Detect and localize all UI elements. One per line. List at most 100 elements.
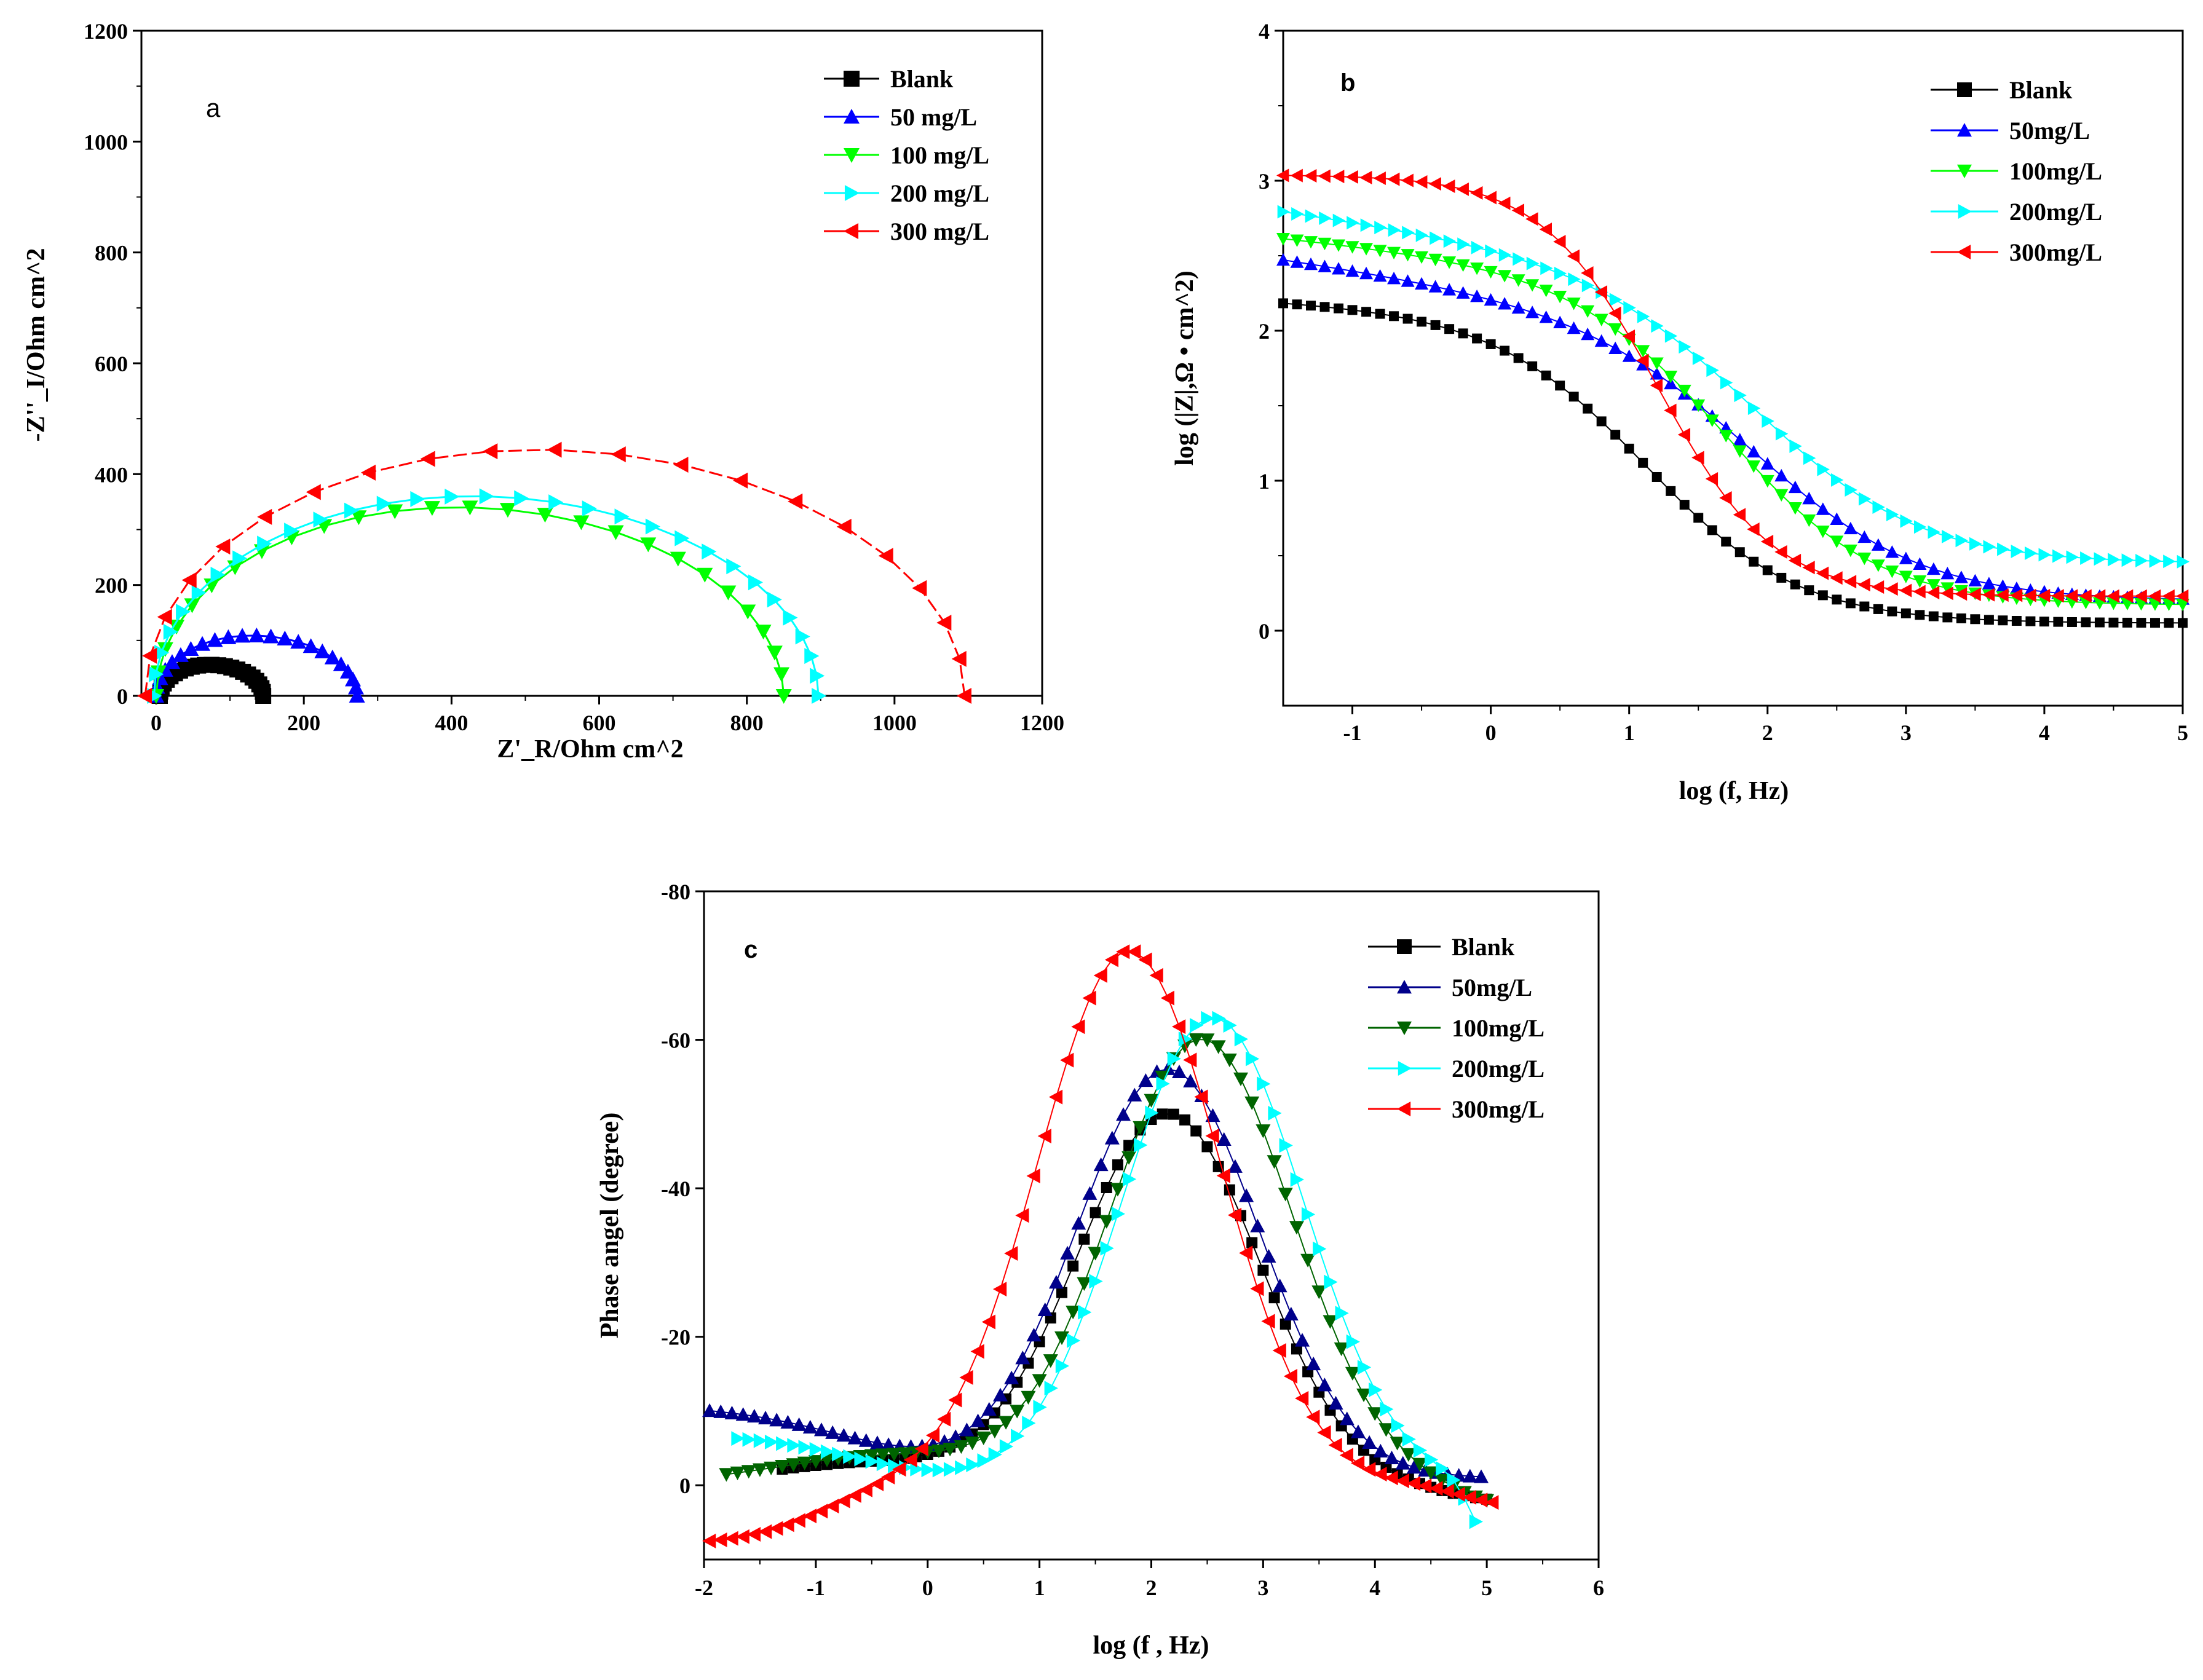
data-point-200-mg-l [726, 558, 742, 575]
legend-marker-50-mg-l [844, 109, 860, 124]
data-point-300-mg-l [306, 484, 321, 500]
data-point-blank [1190, 1125, 1202, 1137]
data-point-200-mg-l [582, 500, 597, 517]
data-point-200mg-l [988, 1447, 1002, 1462]
data-point-blank [1319, 302, 1330, 312]
data-point-100-mg-l [462, 500, 478, 516]
data-point-300mg-l [1104, 952, 1119, 968]
data-point-200-mg-l [810, 668, 825, 684]
x-tick-label: -2 [695, 1575, 713, 1600]
data-point-200mg-l [832, 1446, 846, 1462]
data-point-blank [1970, 614, 1980, 625]
data-point-300-mg-l [483, 443, 498, 460]
data-point-200mg-l [843, 1449, 857, 1464]
y-tick-label: -20 [661, 1325, 690, 1350]
data-point-200mg-l [1357, 1360, 1372, 1375]
data-point-200mg-l [865, 1454, 879, 1469]
data-point-300mg-l [1539, 223, 1552, 237]
data-point-300mg-l [1071, 1019, 1085, 1035]
data-point-100mg-l [1691, 399, 1706, 412]
data-point-200-mg-l [257, 535, 272, 552]
data-point-blank [255, 688, 272, 704]
data-point-200mg-l [1324, 1274, 1338, 1290]
data-point-300mg-l [1442, 179, 1455, 193]
data-point-200-mg-l [163, 623, 178, 640]
data-point-blank [2122, 617, 2132, 628]
data-point-100mg-l [1401, 1448, 1416, 1462]
legend-marker-blank [844, 71, 860, 87]
data-point-50mg-l [1283, 1306, 1299, 1321]
data-point-50mg-l [1484, 293, 1498, 306]
data-point-50mg-l [1650, 367, 1664, 380]
data-point-200mg-l [1234, 1031, 1248, 1047]
data-point-300mg-l [2065, 589, 2078, 603]
data-point-200mg-l [2094, 552, 2106, 566]
data-point-100mg-l [1054, 1331, 1069, 1346]
data-point-50-mg-l [194, 636, 211, 651]
data-point-blank [1859, 601, 1870, 612]
data-point-100mg-l [1334, 1342, 1349, 1357]
data-point-blank [1500, 345, 1510, 356]
data-point-100-mg-l [720, 585, 737, 601]
data-point-100mg-l [1356, 1388, 1372, 1403]
data-point-200mg-l [1279, 1138, 1293, 1153]
data-point-300mg-l [1485, 1495, 1499, 1510]
legend-marker-300mg-l [1957, 245, 1971, 259]
data-point-100mg-l [1222, 1053, 1237, 1068]
data-point-100mg-l [1332, 239, 1346, 252]
data-point-300mg-l [1290, 168, 1303, 183]
data-point-blank [1776, 572, 1787, 583]
data-point-200mg-l [1319, 211, 1332, 226]
panel-c-bode-phase-plot: -2 -1 0 1 2 3 4 5 6 -80 -60 -40 -20 0 c log (f , Hz) Pha… [596, 880, 1604, 1660]
data-point-200mg-l [876, 1456, 890, 1472]
data-point-200-mg-l [674, 530, 690, 546]
data-point-300mg-l [1283, 1368, 1298, 1384]
data-point-300-mg-l [956, 688, 971, 704]
data-point-blank [1257, 1264, 1269, 1276]
data-point-300mg-l [1664, 403, 1677, 417]
data-point-200mg-l [1914, 520, 1927, 534]
data-point-50mg-l [847, 1430, 863, 1445]
x-tick-label: 3 [1257, 1575, 1268, 1600]
data-point-50mg-l [1406, 1460, 1422, 1474]
data-point-300mg-l [1581, 266, 1594, 280]
data-point-100mg-l [797, 1456, 812, 1470]
data-point-50mg-l [1093, 1157, 1109, 1172]
x-tick-label: 0 [151, 711, 162, 735]
data-point-50mg-l [1788, 480, 1802, 494]
data-point-300mg-l [2051, 589, 2064, 603]
data-point-50mg-l [1498, 297, 1512, 310]
data-point-300mg-l [1415, 175, 1428, 189]
data-point-50mg-l [1415, 277, 1429, 290]
data-point-300mg-l [1816, 566, 1829, 580]
data-point-200mg-l [2108, 553, 2121, 567]
data-point-300mg-l [1830, 571, 1843, 585]
data-point-100-mg-l [755, 625, 772, 640]
data-point-300mg-l [1318, 169, 1331, 183]
data-point-50mg-l [1462, 1469, 1477, 1483]
data-point-200-mg-l [548, 494, 564, 511]
data-point-300mg-l [2120, 589, 2134, 603]
data-point-300mg-l [1387, 172, 1400, 186]
data-point-300mg-l [1871, 580, 1885, 594]
data-point-blank [1201, 1141, 1213, 1153]
data-point-blank [1375, 309, 1385, 319]
data-point-100mg-l [864, 1449, 879, 1463]
x-tick-label: 1000 [872, 711, 917, 735]
data-point-50mg-l [1127, 1087, 1142, 1102]
data-point-200mg-l [1347, 216, 1359, 230]
data-point-100mg-l [764, 1461, 779, 1475]
data-point-50mg-l [1428, 280, 1442, 293]
data-point-blank [1179, 1114, 1191, 1126]
data-point-100mg-l [898, 1447, 913, 1461]
data-point-300mg-l [2079, 589, 2092, 603]
data-point-300mg-l [724, 1531, 738, 1546]
data-point-300mg-l [1350, 1456, 1365, 1471]
data-point-300mg-l [791, 1513, 805, 1528]
data-point-200mg-l [1402, 1432, 1416, 1447]
legend-label-blank: Blank [890, 65, 954, 93]
data-point-300mg-l [981, 1314, 995, 1330]
data-point-50mg-l [1290, 255, 1304, 268]
data-point-50mg-l [1332, 262, 1346, 275]
data-point-300mg-l [2037, 589, 2051, 603]
